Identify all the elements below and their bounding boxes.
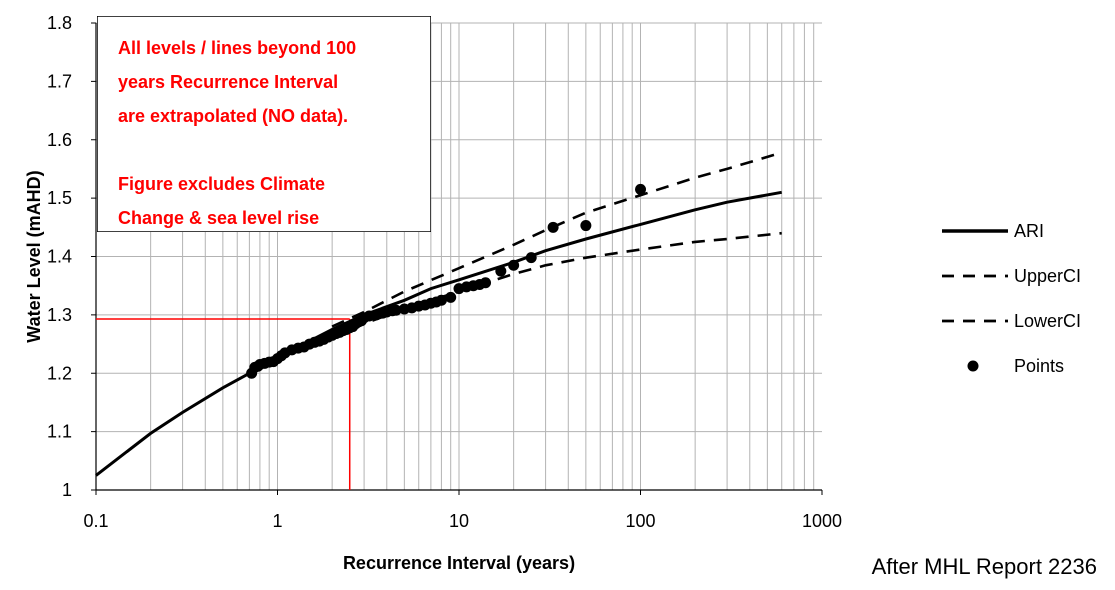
y-tick-label: 1.6 xyxy=(47,130,72,150)
data-point xyxy=(495,265,507,277)
annotation-line: Figure excludes Climate xyxy=(118,174,325,194)
series-points xyxy=(246,183,646,379)
x-tick-label: 10 xyxy=(449,511,469,531)
y-tick-label: 1 xyxy=(62,480,72,500)
x-tick-label: 0.1 xyxy=(83,511,108,531)
data-point xyxy=(580,220,592,232)
y-tick-label: 1.3 xyxy=(47,305,72,325)
y-tick-label: 1.7 xyxy=(47,71,72,91)
legend-label-ari: ARI xyxy=(1014,221,1044,241)
legend-label-points: Points xyxy=(1014,356,1064,376)
data-point xyxy=(635,183,646,195)
annotation-line: are extrapolated (NO data). xyxy=(118,106,348,126)
x-tick-label: 100 xyxy=(625,511,655,531)
y-tick-label: 1.4 xyxy=(47,247,72,267)
data-point xyxy=(480,277,492,289)
series-line-upperci xyxy=(331,151,783,328)
annotation-note: All levels / lines beyond 100 years Recur… xyxy=(97,16,431,232)
data-point xyxy=(445,291,457,303)
x-tick-label: 1000 xyxy=(802,511,842,531)
data-point xyxy=(547,221,559,233)
x-tick-label: 1 xyxy=(272,511,282,531)
credit-text: After MHL Report 2236 xyxy=(872,554,1097,579)
y-tick-label: 1.8 xyxy=(47,13,72,33)
y-axis-title: Water Level (mAHD) xyxy=(24,170,44,342)
series-line-ari xyxy=(95,190,782,477)
data-point xyxy=(390,304,402,316)
legend-marker-points xyxy=(967,360,979,372)
y-tick-label: 1.1 xyxy=(47,422,72,442)
annotation-line: Change & sea level rise xyxy=(118,208,319,228)
data-point xyxy=(435,294,447,306)
data-point xyxy=(508,259,520,271)
annotation-line: All levels / lines beyond 100 xyxy=(118,38,356,58)
y-tick-label: 1.2 xyxy=(47,363,72,383)
data-point xyxy=(525,252,537,264)
legend-label-upperci: UpperCI xyxy=(1014,266,1081,286)
annotation-box xyxy=(97,16,431,232)
legend-label-lowerci: LowerCI xyxy=(1014,311,1081,331)
y-tick-label: 1.5 xyxy=(47,188,72,208)
series-line-lowerci xyxy=(331,231,782,340)
x-axis-title: Recurrence Interval (years) xyxy=(343,553,575,573)
annotation-line: years Recurrence Interval xyxy=(118,72,338,92)
